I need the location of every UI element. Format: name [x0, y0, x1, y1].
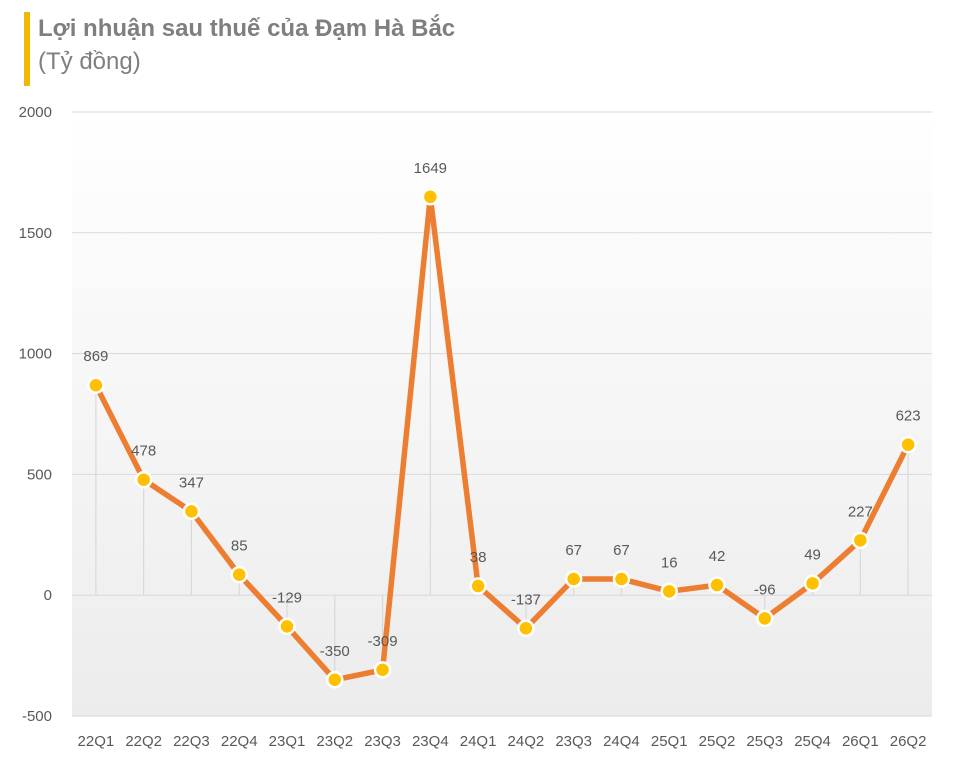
data-label: 67: [613, 542, 630, 559]
x-tick-label: 23Q3: [555, 733, 592, 750]
x-tick-label: 22Q4: [221, 733, 258, 750]
data-label: 49: [804, 546, 821, 563]
series-line: [93, 194, 911, 683]
data-label: 623: [896, 408, 921, 425]
data-point: [517, 619, 535, 638]
data-point: [851, 531, 870, 550]
data-label: 227: [848, 503, 873, 520]
y-tick-label: 0: [44, 587, 52, 604]
y-tick-label: 1500: [19, 225, 52, 242]
chart-title: Lợi nhuận sau thuế của Đạm Hà Bắc: [38, 15, 456, 42]
data-point: [182, 502, 201, 521]
x-tick-label: 23Q4: [412, 733, 449, 750]
x-tick-label: 24Q1: [460, 733, 497, 750]
data-point: [756, 609, 774, 628]
x-tick-label: 23Q3: [364, 733, 401, 750]
x-tick-label: 26Q1: [842, 733, 879, 750]
y-tick-label: -500: [22, 708, 52, 725]
x-tick-label: 24Q4: [603, 733, 640, 750]
data-point: [469, 577, 487, 595]
x-tick-label: 24Q2: [508, 733, 545, 750]
data-label: -96: [754, 581, 776, 598]
data-point: [134, 470, 153, 489]
x-tick-label: 23Q2: [316, 733, 353, 750]
x-tick-label: 26Q2: [890, 733, 927, 750]
data-label: -309: [368, 633, 398, 650]
data-label: 67: [565, 542, 582, 559]
x-tick-label: 22Q2: [125, 733, 162, 750]
x-axis-labels: 22Q1 22Q2 22Q3 22Q4 23Q1 23Q2 23Q3 23Q4 24Q1 24Q2…: [78, 733, 927, 750]
x-tick-label: 22Q3: [173, 733, 210, 750]
y-axis-labels: 2000 1500 1000 500 0 -500: [19, 104, 52, 725]
x-tick-label: 23Q1: [269, 733, 306, 750]
x-tick-label: 22Q1: [78, 733, 115, 750]
x-tick-label: 25Q3: [746, 733, 783, 750]
data-label: -129: [272, 589, 302, 606]
x-tick-label: 25Q4: [794, 733, 831, 750]
x-tick-label: 25Q1: [651, 733, 688, 750]
data-label: 38: [470, 549, 487, 566]
data-point: [326, 671, 344, 689]
data-label: 347: [179, 474, 204, 491]
series-polyline: [93, 194, 911, 683]
y-tick-label: 1000: [19, 346, 52, 363]
data-label: 869: [83, 348, 108, 365]
data-label: 42: [709, 548, 726, 565]
gridlines: [72, 111, 932, 717]
data-label: 1649: [414, 160, 447, 177]
data-label: 85: [231, 538, 248, 555]
data-point: [803, 574, 822, 593]
data-point: [278, 617, 296, 636]
data-point: [87, 376, 105, 394]
data-point: [564, 570, 583, 588]
data-point: [230, 565, 248, 584]
data-point: [708, 576, 726, 594]
x-tick-label: 25Q2: [699, 733, 736, 750]
data-label: 16: [661, 554, 678, 571]
data-point: [421, 188, 440, 206]
y-tick-label: 2000: [19, 104, 52, 121]
data-label: 478: [131, 443, 156, 460]
data-label: -350: [320, 643, 350, 660]
y-tick-label: 500: [27, 466, 52, 483]
data-point: [899, 435, 917, 454]
data-point: [660, 582, 678, 601]
title-block: Lợi nhuận sau thuế của Đạm Hà Bắc (Tỷ đồ…: [24, 12, 455, 86]
data-point: [373, 661, 392, 679]
plot-area: [72, 112, 932, 716]
chart-subtitle: (Tỷ đồng): [38, 48, 141, 75]
data-label: -137: [511, 591, 541, 608]
data-point: [612, 570, 631, 588]
series-markers: [87, 188, 917, 689]
